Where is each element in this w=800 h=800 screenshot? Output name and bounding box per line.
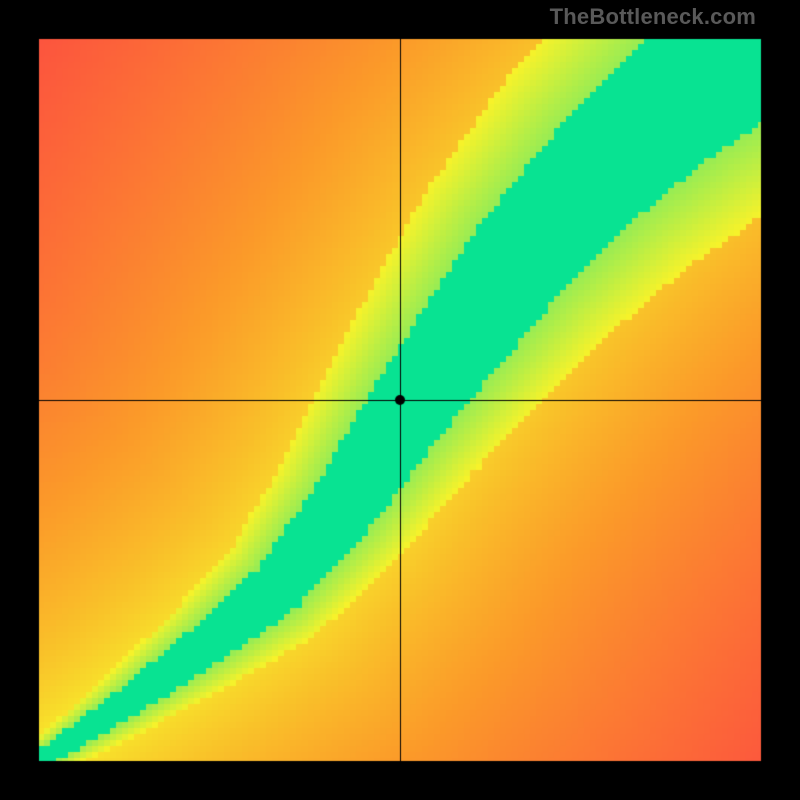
- watermark-text: TheBottleneck.com: [550, 4, 756, 30]
- heatmap-canvas: [0, 0, 800, 800]
- chart-root: TheBottleneck.com: [0, 0, 800, 800]
